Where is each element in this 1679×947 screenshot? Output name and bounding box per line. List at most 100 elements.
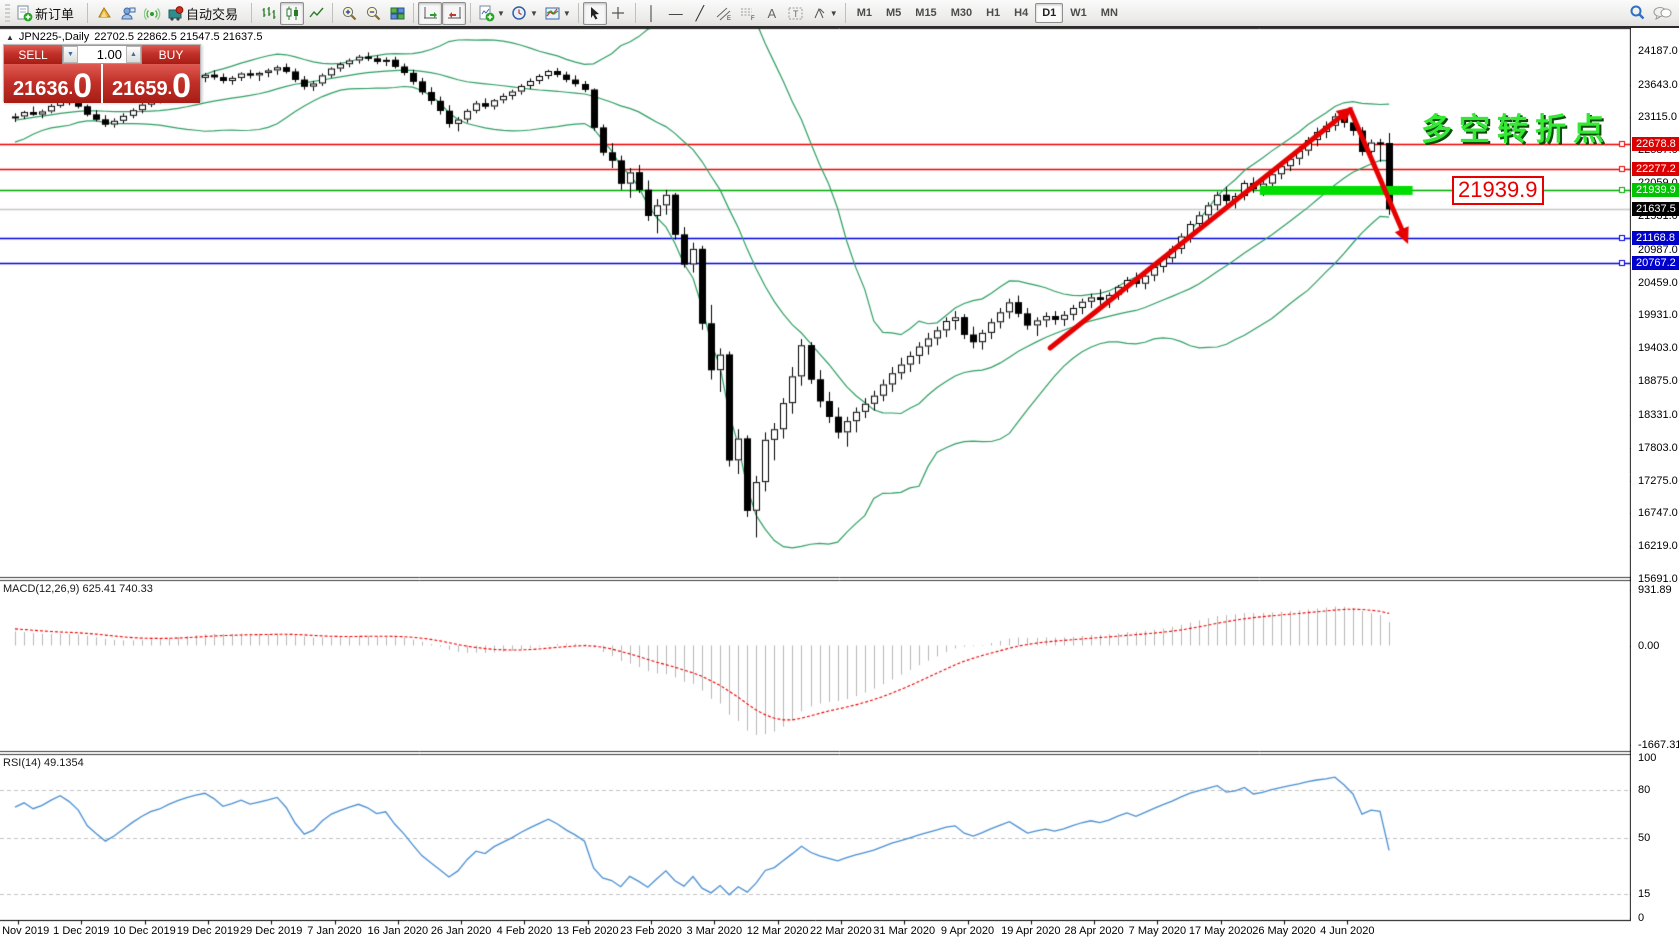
buy-price[interactable]: 21659. 0 [103,64,200,103]
date-axis-label: 7 Jan 2020 [307,925,362,937]
clock-icon [512,5,526,20]
buy-price-frac: 0 [172,67,191,105]
indicators-icon [479,5,495,21]
toolbar-group-right [1625,0,1675,26]
timeframe-H1[interactable]: H1 [986,7,1001,19]
rsi-value: 49.1354 [43,757,84,769]
alerts-button[interactable] [140,2,164,25]
candle-chart-icon [286,6,298,20]
chart-symbol-period: JPN225-,Daily [18,31,90,43]
line-chart-button[interactable] [304,2,328,25]
indicators-button[interactable]: ▼ [475,2,508,25]
price-tag-label[interactable]: 21939.9 [1452,176,1544,205]
timeframe-M5[interactable]: M5 [886,7,902,19]
cursor-button[interactable] [582,1,607,25]
templates-button[interactable]: ▼ [541,2,574,25]
fibonacci-button[interactable]: F [736,2,760,25]
timeframe-M15[interactable]: M15 [915,7,937,19]
volume-input[interactable]: 1.00 [96,47,122,62]
date-axis-label: 7 May 2020 [1128,925,1187,937]
autotrade-button[interactable]: 自动交易 [164,2,247,25]
new-order-button[interactable]: 新订单 [13,2,83,25]
price-badge: 22678.8 [1632,137,1679,152]
vertical-line-button[interactable]: │ [640,2,664,25]
horizontal-line-button[interactable]: — [664,2,688,25]
profiles-icon [97,6,111,17]
search-button[interactable] [1625,2,1649,25]
timeframe-W1[interactable]: W1 [1070,7,1087,19]
auto-scroll-icon [423,6,437,18]
periods-button[interactable]: ▼ [508,2,541,25]
timeframe-D1[interactable]: D1 [1035,3,1064,23]
chevron-down-icon: ▼ [562,8,571,18]
tile-windows-icon [390,7,405,19]
price-badge: 21637.5 [1632,202,1679,217]
price-axis-tick: 19931.0 [1638,309,1678,322]
toolbar-group-tools [582,0,631,26]
rsi-name: RSI(14) [3,757,41,769]
text-label-icon: T [788,7,803,19]
timeframe-MN[interactable]: MN [1100,7,1118,19]
channel-button[interactable]: E [712,2,736,25]
toolbar-group-objects: │ — ╱ E F A T ▼ [640,0,841,26]
price-axis-tick: 23115.0 [1638,111,1677,124]
zoom-out-button[interactable] [361,2,385,25]
volume-decrease-button[interactable]: ▼ [63,46,78,63]
chevron-down-icon: ▼ [829,8,838,18]
date-axis-label: 1 Dec 2019 [53,925,110,937]
date-axis-label: 29 Dec 2019 [239,925,303,937]
autotrade-label: 自动交易 [186,6,239,22]
timeframe-group: M1 M5 M15 M30 H1 H4 D1 W1 MN [850,0,1125,26]
crosshair-button[interactable] [607,2,631,25]
toolbar-separator [470,3,472,23]
bar-chart-icon [262,6,276,19]
price-axis-tick: 18331.0 [1638,408,1678,421]
price-axis-tick: 17803.0 [1638,441,1678,454]
price-badge: 20767.2 [1632,256,1679,271]
price-axis[interactable]: 24187.023643.023115.022587.022059.021531… [1631,28,1679,947]
timeframe-M30[interactable]: M30 [950,7,973,19]
macd-name: MACD(12,26,9) [3,583,80,595]
volume-increase-button[interactable]: ▲ [126,46,141,63]
price-axis-tick: 18875.0 [1638,375,1678,388]
candle-chart-button[interactable] [280,1,305,25]
date-axis-label: 16 Jan 2020 [367,925,429,937]
price-axis-tick: 19403.0 [1638,342,1678,355]
svg-text:F: F [751,16,755,22]
text-label-button[interactable]: T [784,2,808,25]
chart-ohlc-values: 22702.5 22862.5 21547.5 21637.5 [94,31,263,43]
zoom-in-button[interactable] [337,2,361,25]
chat-button[interactable] [1649,2,1675,25]
buy-button[interactable]: BUY [142,45,200,64]
search-icon [1630,5,1645,20]
sell-price-frac: 0 [73,67,92,105]
terminal-button[interactable] [116,2,140,25]
date-axis-label: 28 Apr 2020 [1064,925,1124,937]
profiles-button[interactable] [92,2,116,25]
buy-price-dot: . [167,81,173,98]
toolbar-group-zoom [337,0,409,26]
timeframe-H4[interactable]: H4 [1014,7,1029,19]
shapes-button[interactable]: ▼ [808,2,841,25]
bar-chart-button[interactable] [256,2,280,25]
chart-shift-button[interactable] [442,1,467,25]
sell-price[interactable]: 21636. 0 [4,64,101,103]
chart-symbol-icon: ▲ [6,32,14,42]
timeframe-M1[interactable]: M1 [856,7,872,19]
toolbar-group-order: 新订单 [4,0,83,26]
price-badge: 22277.2 [1632,162,1679,177]
price-axis-tick: 20987.0 [1638,243,1678,256]
tile-windows-button[interactable] [385,2,409,25]
price-axis-tick: 17275.0 [1638,474,1678,487]
price-axis-tick: 15691.0 [1638,573,1678,586]
text-button[interactable]: A [760,2,784,25]
terminal-icon [121,7,136,19]
toolbar-separator [844,3,846,23]
macd-axis-tick: -1667.31 [1638,738,1679,751]
autotrade-icon [168,5,184,21]
sell-button[interactable]: SELL [4,45,62,64]
auto-scroll-button[interactable] [418,1,443,25]
trendline-button[interactable]: ╱ [688,2,712,25]
